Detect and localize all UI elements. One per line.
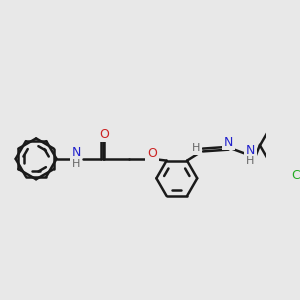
Text: O: O <box>99 128 109 141</box>
Text: H: H <box>72 159 80 169</box>
Text: N: N <box>71 146 81 159</box>
Text: N: N <box>224 136 233 149</box>
Text: N: N <box>246 143 255 157</box>
Text: O: O <box>147 147 157 160</box>
Text: H: H <box>246 156 254 166</box>
Text: H: H <box>192 143 200 153</box>
Text: Cl: Cl <box>291 169 300 182</box>
